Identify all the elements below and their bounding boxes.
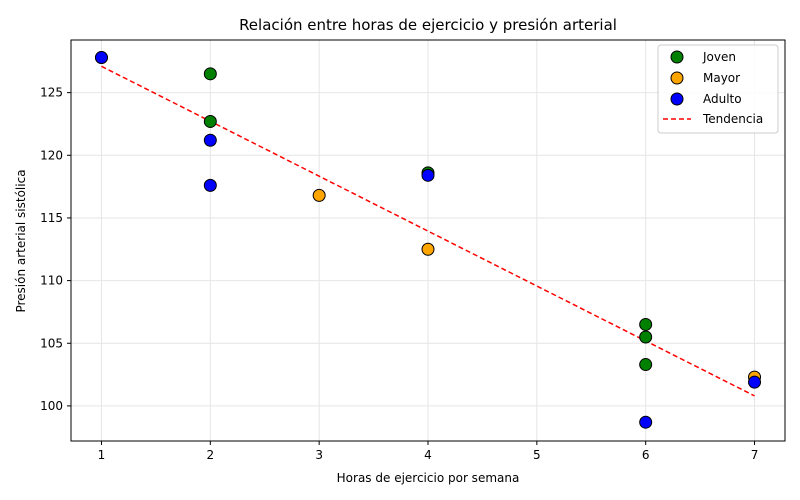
- data-point-mayor: [312, 188, 326, 202]
- y-tick-label: 115: [40, 211, 63, 225]
- data-point-joven: [639, 330, 653, 344]
- legend: Joven Mayor Adulto Tendencia: [657, 44, 779, 134]
- y-tick-label: 100: [40, 399, 63, 413]
- legend-label-joven: Joven: [702, 50, 736, 64]
- legend-label-tendencia: Tendencia: [702, 112, 763, 126]
- x-tick-label: 1: [98, 448, 106, 462]
- x-tick-label: 6: [642, 448, 650, 462]
- x-tick-label: 2: [206, 448, 214, 462]
- data-point-mayor: [421, 242, 435, 256]
- data-point-adulto: [748, 375, 762, 389]
- x-axis-label: Horas de ejercicio por semana: [337, 471, 520, 485]
- data-point-adulto: [639, 415, 653, 429]
- y-tick-label: 120: [40, 148, 63, 162]
- x-tick-label: 4: [424, 448, 432, 462]
- data-point-joven: [639, 317, 653, 331]
- data-point-joven: [203, 114, 217, 128]
- grid: [71, 40, 785, 441]
- legend-marker-joven: [670, 50, 684, 64]
- y-axis-ticks: 100 105 110 115 120 125: [40, 86, 71, 413]
- y-axis-label: Presión arterial sistólica: [14, 169, 28, 312]
- data-point-joven: [203, 67, 217, 81]
- chart-title: Relación entre horas de ejercicio y pres…: [239, 16, 617, 34]
- y-tick-label: 105: [40, 336, 63, 350]
- legend-label-mayor: Mayor: [703, 71, 740, 85]
- x-tick-label: 3: [315, 448, 323, 462]
- x-axis-ticks: 1 2 3 4 5 6 7: [98, 441, 759, 462]
- data-point-adulto: [203, 178, 217, 192]
- legend-box: [657, 44, 779, 134]
- y-tick-label: 110: [40, 274, 63, 288]
- data-point-adulto: [203, 133, 217, 147]
- legend-label-adulto: Adulto: [703, 92, 742, 106]
- legend-marker-mayor: [670, 71, 684, 85]
- y-tick-label: 125: [40, 86, 63, 100]
- data-point-joven: [639, 358, 653, 372]
- data-point-adulto: [421, 168, 435, 182]
- legend-marker-adulto: [670, 92, 684, 106]
- data-point-adulto: [94, 51, 108, 65]
- points-layer: [94, 51, 762, 429]
- x-tick-label: 5: [533, 448, 541, 462]
- x-tick-label: 7: [751, 448, 759, 462]
